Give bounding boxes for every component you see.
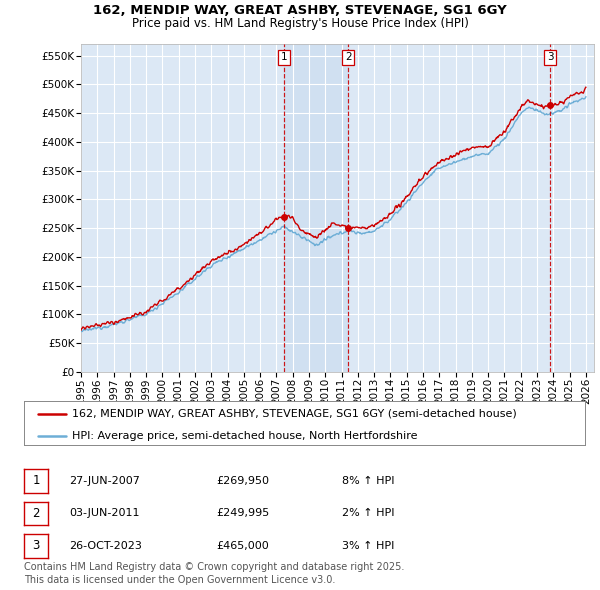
Text: 2: 2	[32, 507, 40, 520]
Text: HPI: Average price, semi-detached house, North Hertfordshire: HPI: Average price, semi-detached house,…	[71, 431, 417, 441]
Text: 2: 2	[345, 53, 352, 63]
Text: 03-JUN-2011: 03-JUN-2011	[69, 509, 139, 518]
Text: Price paid vs. HM Land Registry's House Price Index (HPI): Price paid vs. HM Land Registry's House …	[131, 17, 469, 30]
Text: 162, MENDIP WAY, GREAT ASHBY, STEVENAGE, SG1 6GY (semi-detached house): 162, MENDIP WAY, GREAT ASHBY, STEVENAGE,…	[71, 409, 517, 418]
Text: £249,995: £249,995	[216, 509, 269, 518]
Text: £465,000: £465,000	[216, 541, 269, 550]
Text: 27-JUN-2007: 27-JUN-2007	[69, 476, 140, 486]
Text: 3% ↑ HPI: 3% ↑ HPI	[342, 541, 394, 550]
Text: £269,950: £269,950	[216, 476, 269, 486]
Text: 26-OCT-2023: 26-OCT-2023	[69, 541, 142, 550]
Text: 3: 3	[547, 53, 554, 63]
Text: 1: 1	[32, 474, 40, 487]
Text: 1: 1	[281, 53, 288, 63]
Text: 8% ↑ HPI: 8% ↑ HPI	[342, 476, 395, 486]
Text: Contains HM Land Registry data © Crown copyright and database right 2025.
This d: Contains HM Land Registry data © Crown c…	[24, 562, 404, 585]
Text: 162, MENDIP WAY, GREAT ASHBY, STEVENAGE, SG1 6GY: 162, MENDIP WAY, GREAT ASHBY, STEVENAGE,…	[93, 4, 507, 17]
Text: 2% ↑ HPI: 2% ↑ HPI	[342, 509, 395, 518]
Text: 3: 3	[32, 539, 40, 552]
Bar	[284, 44, 349, 372]
